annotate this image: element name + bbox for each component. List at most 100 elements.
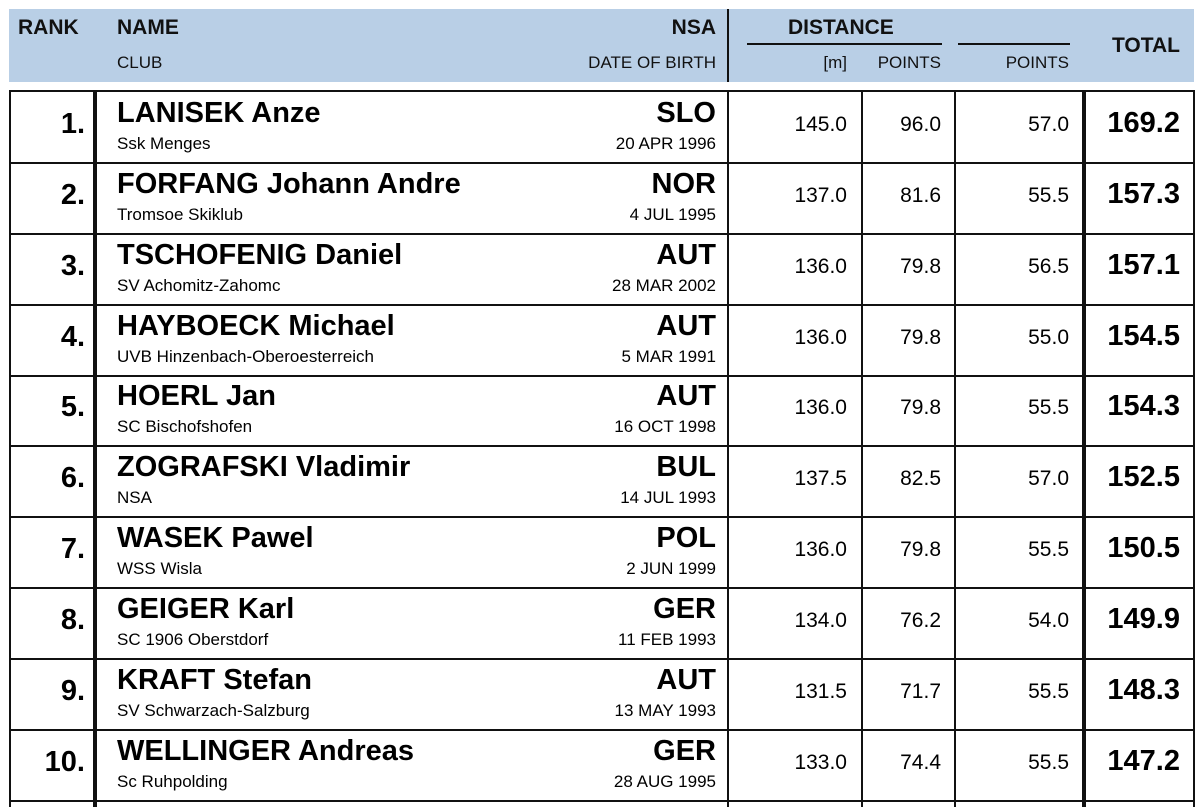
row-nsa: BUL [656,451,716,483]
row-rank: 3. [60,250,85,282]
row-distance-points: 76.2 [900,609,941,632]
row-dob: 13 MAY 1993 [614,701,716,720]
header-name: NAME [117,16,179,39]
row-points: 55.5 [1028,538,1069,561]
row-club: SV Schwarzach-Salzburg [117,701,310,720]
row-distance-points: 74.4 [900,751,941,774]
row-nsa: AUT [656,664,716,696]
row-rank: 6. [60,462,85,494]
table-row: 1. LANISEK Anze Ssk Menges SLO 20 APR 1996 14… [0,92,1200,163]
row-distance-points: 81.6 [900,184,941,207]
column-rule [1082,90,1084,807]
row-nsa: POL [656,522,716,554]
row-rule [9,658,1195,660]
row-distance: 145.0 [794,113,847,136]
row-rule [9,729,1195,731]
row-rank: 5. [60,391,85,423]
row-nsa: AUT [656,380,716,412]
row-points: 55.5 [1028,680,1069,703]
row-dob: 28 MAR 2002 [612,276,716,295]
row-distance: 137.0 [794,184,847,207]
row-dob: 2 JUN 1999 [626,559,716,578]
row-rule [9,162,1195,164]
table-row: 8. GEIGER Karl SC 1906 Oberstdorf GER 11 FEB… [0,588,1200,659]
header-meters: [m] [823,53,847,72]
header-dob: DATE OF BIRTH [588,53,716,72]
row-rule [9,233,1195,235]
row-name: ZOGRAFSKI Vladimir [117,451,411,483]
row-total: 157.3 [1107,178,1180,210]
row-nsa: GER [653,593,716,625]
header-distance-rule [747,43,942,45]
row-total: 150.5 [1107,532,1180,564]
row-club: SC 1906 Oberstdorf [117,630,269,649]
row-points: 54.0 [1028,609,1069,632]
row-points: 57.0 [1028,467,1069,490]
table-border-top [9,90,1195,92]
row-name: WASEK Pawel [117,522,314,554]
row-rank: 2. [60,179,85,211]
row-rule [9,516,1195,518]
header-points-rule [958,43,1070,45]
row-name: LANISEK Anze [117,97,321,129]
table-row: 6. ZOGRAFSKI Vladimir NSA BUL 14 JUL 1993 137… [0,446,1200,517]
row-points: 56.5 [1028,255,1069,278]
row-name: KRAFT Stefan [117,664,312,696]
row-rank: 9. [60,675,85,707]
row-rule [9,304,1195,306]
row-total: 154.5 [1107,320,1180,352]
row-nsa: SLO [656,97,716,129]
row-club: SC Bischofshofen [117,417,253,436]
row-rule [9,445,1195,447]
table-row: 7. WASEK Pawel WSS Wisla POL 2 JUN 1999 136.0… [0,517,1200,588]
row-distance-points: 79.8 [900,538,941,561]
row-rank: 10. [44,746,85,778]
row-club: Sc Ruhpolding [117,772,228,791]
row-rank: 1. [60,108,85,140]
row-total: 149.9 [1107,603,1180,635]
row-rule [9,800,1195,802]
header-club: CLUB [117,53,163,72]
row-points: 55.5 [1028,184,1069,207]
header-nsa: NSA [671,16,716,39]
row-dob: 4 JUL 1995 [629,205,716,224]
row-distance: 136.0 [794,326,847,349]
header-divider [727,9,729,82]
row-club: SV Achomitz-Zahomc [117,276,281,295]
row-nsa: AUT [656,310,716,342]
row-distance-points: 79.8 [900,396,941,419]
column-rule [93,90,95,807]
row-distance: 134.0 [794,609,847,632]
row-dob: 5 MAR 1991 [621,347,717,366]
row-rank: 4. [60,321,85,353]
results-header [9,9,1194,82]
header-distance-points: POINTS [877,53,941,72]
header-total: TOTAL [1111,34,1180,57]
table-row: 10. WELLINGER Andreas Sc Ruhpolding GER 28 A… [0,730,1200,801]
row-points: 55.5 [1028,751,1069,774]
table-row: 9. KRAFT Stefan SV Schwarzach-Salzburg AUT 1… [0,659,1200,730]
row-distance: 131.5 [794,680,847,703]
row-club: NSA [117,488,152,507]
row-nsa: AUT [656,239,716,271]
column-rule [727,90,729,807]
row-name: WELLINGER Andreas [117,735,415,767]
row-distance: 137.5 [794,467,847,490]
row-dob: 28 AUG 1995 [613,772,716,791]
row-nsa: GER [653,735,716,767]
column-rule [1193,90,1195,807]
row-distance: 136.0 [794,396,847,419]
column-rule [95,90,97,807]
row-total: 157.1 [1107,249,1180,281]
row-points: 55.5 [1028,396,1069,419]
table-row: 3. TSCHOFENIG Daniel SV Achomitz-Zahomc AUT… [0,234,1200,305]
row-name: TSCHOFENIG Daniel [117,239,403,271]
table-border-left [9,90,11,807]
row-club: WSS Wisla [117,559,202,578]
header-points: POINTS [1005,53,1069,72]
row-rank: 7. [60,533,85,565]
row-club: Tromsoe Skiklub [117,205,243,224]
row-club: UVB Hinzenbach-Oberoesterreich [117,347,375,366]
row-name: HOERL Jan [117,380,277,412]
row-dob: 14 JUL 1993 [620,488,716,507]
